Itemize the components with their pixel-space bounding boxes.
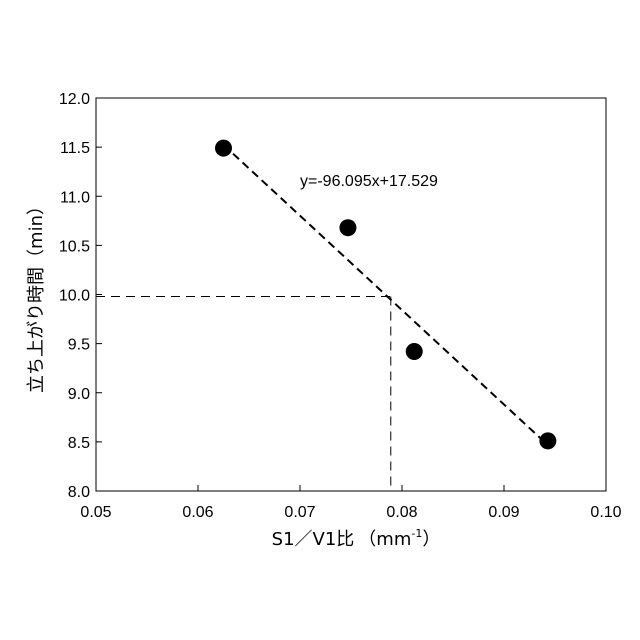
y-tick-label: 9.5 [68,337,90,354]
x-axis-unit-close: ） [422,529,440,550]
y-tick-label: 9.0 [68,386,90,403]
y-axis-title: 立ち上がり時間（min） [26,197,47,393]
x-axis: 0.05 0.06 0.07 0.08 0.09 0.10 [80,485,621,521]
y-tick-label: 8.5 [68,435,90,452]
data-point [215,140,232,157]
y-tick-label: 11.5 [60,140,90,157]
data-point [406,343,423,360]
data-point [539,432,556,449]
y-tick-label: 8.0 [68,484,90,501]
y-tick-label: 12.0 [59,91,90,108]
x-axis-unit: （mm [358,529,411,550]
x-tick-label: 0.10 [590,504,621,521]
x-axis-unit-sup: -1 [411,527,422,540]
x-tick-label: 0.09 [488,504,519,521]
x-tick-label: 0.08 [386,504,417,521]
y-tick-label: 10.0 [59,288,90,305]
x-tick-label: 0.07 [284,504,315,521]
x-axis-label: S1／V1比 [272,529,355,550]
plot-frame [96,98,606,491]
x-tick-label: 0.06 [182,504,213,521]
trend-equation: y=-96.095x+17.529 [300,173,438,190]
x-tick-label: 0.05 [80,504,111,521]
data-point [339,219,356,236]
y-tick-label: 10.5 [59,238,90,255]
reference-lines [96,296,391,491]
y-tick-label: 11.0 [60,189,90,206]
x-axis-title: S1／V1比（mm-1） [272,527,441,550]
